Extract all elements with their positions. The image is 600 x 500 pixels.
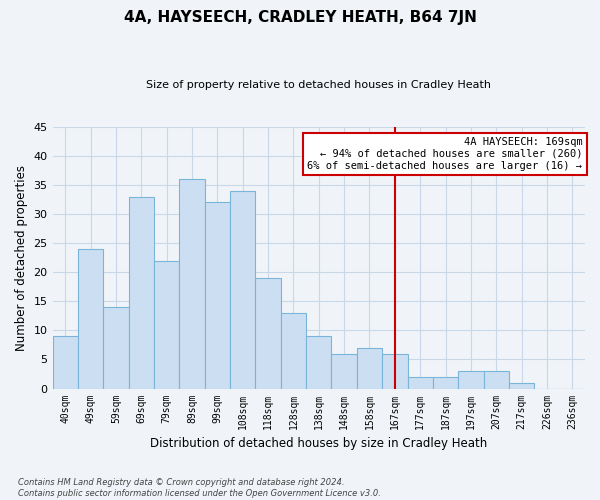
Bar: [357, 348, 382, 389]
Text: Contains HM Land Registry data © Crown copyright and database right 2024.
Contai: Contains HM Land Registry data © Crown c…: [18, 478, 381, 498]
Bar: [205, 202, 230, 388]
Bar: [128, 196, 154, 388]
Bar: [509, 382, 534, 388]
Title: Size of property relative to detached houses in Cradley Heath: Size of property relative to detached ho…: [146, 80, 491, 90]
Bar: [230, 191, 256, 388]
X-axis label: Distribution of detached houses by size in Cradley Heath: Distribution of detached houses by size …: [150, 437, 487, 450]
Bar: [256, 278, 281, 388]
Bar: [78, 249, 103, 388]
Bar: [103, 307, 128, 388]
Text: 4A, HAYSEECH, CRADLEY HEATH, B64 7JN: 4A, HAYSEECH, CRADLEY HEATH, B64 7JN: [124, 10, 476, 25]
Bar: [306, 336, 331, 388]
Bar: [53, 336, 78, 388]
Bar: [382, 354, 407, 388]
Bar: [154, 260, 179, 388]
Y-axis label: Number of detached properties: Number of detached properties: [15, 164, 28, 350]
Bar: [458, 371, 484, 388]
Bar: [407, 377, 433, 388]
Bar: [179, 179, 205, 388]
Bar: [331, 354, 357, 388]
Bar: [281, 313, 306, 388]
Bar: [484, 371, 509, 388]
Bar: [433, 377, 458, 388]
Text: 4A HAYSEECH: 169sqm
← 94% of detached houses are smaller (260)
6% of semi-detach: 4A HAYSEECH: 169sqm ← 94% of detached ho…: [307, 138, 583, 170]
